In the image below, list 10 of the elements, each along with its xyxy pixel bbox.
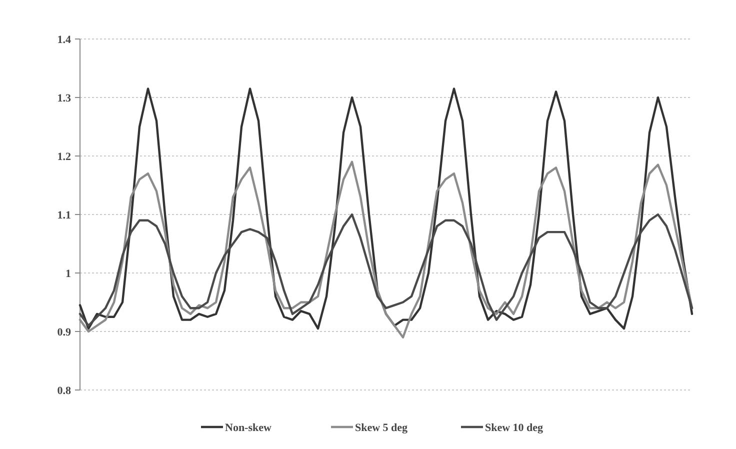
legend-label: Skew 10 deg bbox=[485, 422, 544, 434]
y-tick-label: 0.8 bbox=[57, 384, 72, 397]
y-tick-label: 0.9 bbox=[57, 326, 72, 338]
y-tick-label: 1.3 bbox=[57, 92, 72, 104]
y-tick-label: 1.2 bbox=[57, 150, 72, 163]
legend-label: Non-skew bbox=[225, 422, 272, 434]
y-tick-label: 1 bbox=[66, 268, 71, 280]
y-tick-label: 1.4 bbox=[57, 34, 72, 46]
y-tick-label: 1.1 bbox=[57, 209, 71, 222]
legend-label: Skew 5 deg bbox=[355, 422, 408, 434]
